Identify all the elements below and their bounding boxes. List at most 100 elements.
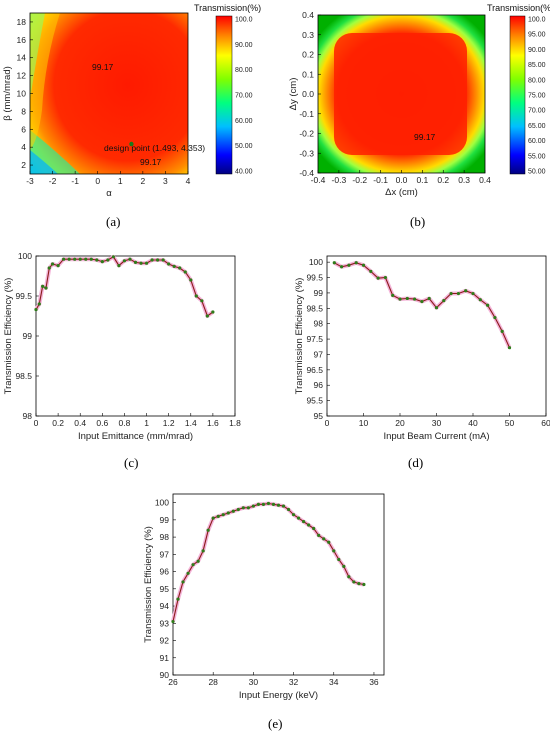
colorbar-a xyxy=(215,15,233,175)
data-point xyxy=(172,264,176,268)
x-axis-title: Input Energy (keV) xyxy=(239,690,318,701)
y-tick-label: 99 xyxy=(314,288,324,298)
x-tick-label: 0.3 xyxy=(458,175,470,185)
data-point xyxy=(281,504,286,508)
colorbar-tick-label: 80.00 xyxy=(528,77,546,84)
y-tick-label: 97.5 xyxy=(306,334,323,344)
data-point xyxy=(128,257,132,261)
colorbar-tick-label: 100.0 xyxy=(235,17,253,24)
y-tick-label: -0.4 xyxy=(299,168,314,178)
data-point xyxy=(139,261,143,265)
heatmap-b-core xyxy=(334,33,467,155)
data-point xyxy=(352,580,356,584)
y-tick-label: 97 xyxy=(160,549,170,559)
data-point xyxy=(317,533,321,537)
data-point xyxy=(84,257,88,261)
x-tick-label: -3 xyxy=(26,176,34,186)
y-tick-label: 100 xyxy=(155,498,169,508)
y-tick-label: 98.5 xyxy=(306,303,323,313)
colorbar-a-title: Transmission(%) xyxy=(194,3,261,13)
data-point xyxy=(442,299,446,303)
y-tick-label: 92 xyxy=(160,636,170,646)
x-tick-label: 1.4 xyxy=(185,418,197,428)
data-point xyxy=(37,302,41,306)
panel-label-a: (a) xyxy=(106,214,120,229)
colorbar-a-ticks: 100.0 90.00 80.00 70.00 60.00 50.00 40.00 xyxy=(235,17,253,176)
y-tick-label: 12 xyxy=(17,71,27,81)
data-point xyxy=(216,514,220,519)
y-tick-label: 10 xyxy=(17,89,27,99)
data-point xyxy=(376,276,380,280)
panel-e: 26 28 30 32 34 36 90 91 92 93 94 95 96 97 98 99 100 Input… xyxy=(143,493,385,731)
x-tick-label: 60 xyxy=(541,418,550,428)
data-point xyxy=(251,504,255,508)
x-tick-label: -1 xyxy=(71,176,79,186)
colorbar-tick-label: 100.0 xyxy=(528,17,546,24)
data-point xyxy=(167,262,171,266)
data-point xyxy=(62,257,66,261)
colorbar-tick-label: 95.00 xyxy=(528,32,546,39)
colorbar-tick-label: 90.00 xyxy=(235,42,253,49)
panel-label-d: (d) xyxy=(408,455,423,470)
y-tick-label: 99 xyxy=(160,515,170,525)
data-point xyxy=(362,582,366,587)
series-halo xyxy=(171,501,365,623)
y-tick-label: 91 xyxy=(160,653,170,663)
data-point xyxy=(189,278,193,282)
y-axis-title: β (mm/mrad) xyxy=(2,66,13,121)
data-point xyxy=(354,261,358,265)
y-axis-title: Transmission Efficiency (%) xyxy=(3,278,14,395)
data-point xyxy=(312,526,316,531)
colorbar-tick-label: 40.00 xyxy=(235,169,253,176)
data-point xyxy=(186,571,190,575)
data-point xyxy=(413,297,417,301)
data-point xyxy=(150,258,154,262)
y-tick-label: 90 xyxy=(160,670,170,680)
colorbar-tick-label: 70.00 xyxy=(528,108,546,115)
y-tick-label: 93 xyxy=(160,618,170,628)
data-point xyxy=(361,263,366,267)
colorbar-tick-label: 85.00 xyxy=(528,62,546,69)
data-point xyxy=(144,261,149,265)
heatmap-a-leftband-2 xyxy=(30,13,45,100)
colorbar-tick-label: 50.00 xyxy=(235,143,253,150)
data-point xyxy=(405,296,409,301)
y-tick-label: -0.3 xyxy=(299,148,314,158)
x-tick-label: 1 xyxy=(118,176,123,186)
data-point xyxy=(493,315,497,320)
data-point xyxy=(161,258,165,262)
x-tick-label: 3 xyxy=(163,176,168,186)
data-point xyxy=(471,291,475,296)
colorbar-b xyxy=(509,15,526,175)
data-point xyxy=(47,266,51,270)
data-point xyxy=(357,582,361,586)
series-line xyxy=(35,256,214,317)
annotation-a-bottom: 99.17 xyxy=(140,157,162,167)
y-tick-label: 98.5 xyxy=(15,371,32,381)
data-point xyxy=(196,559,200,563)
data-point xyxy=(246,506,250,510)
axes-b: -0.4 -0.3 -0.2 -0.1 0.0 0.1 0.2 0.3 0.4-0.4-0.3-… xyxy=(288,10,491,198)
y-tick-label: 95 xyxy=(314,411,324,421)
y-tick-label: 99.5 xyxy=(15,291,32,301)
x-tick-label: 0.8 xyxy=(119,418,131,428)
data-point xyxy=(183,270,187,274)
data-point xyxy=(191,563,195,567)
x-tick-label: -0.3 xyxy=(332,175,347,185)
plot-frame-c xyxy=(35,255,236,417)
data-point xyxy=(205,314,209,318)
x-tick-label: 50 xyxy=(505,418,515,428)
data-point xyxy=(486,303,490,307)
data-point xyxy=(347,263,351,267)
panel-label-b: (b) xyxy=(410,214,425,229)
x-axis-title: Δx (cm) xyxy=(385,187,418,198)
data-point xyxy=(211,516,215,520)
x-tick-label: 36 xyxy=(369,677,379,687)
y-tick-label: 99.5 xyxy=(306,273,323,283)
data-point xyxy=(44,286,48,290)
data-point xyxy=(332,261,336,265)
x-tick-label: 0.1 xyxy=(416,175,428,185)
data-point xyxy=(464,289,468,293)
data-point xyxy=(266,501,271,506)
